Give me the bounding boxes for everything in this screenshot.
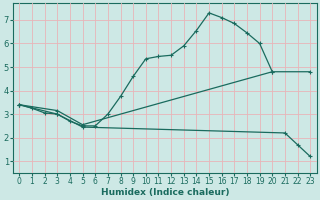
X-axis label: Humidex (Indice chaleur): Humidex (Indice chaleur): [100, 188, 229, 197]
